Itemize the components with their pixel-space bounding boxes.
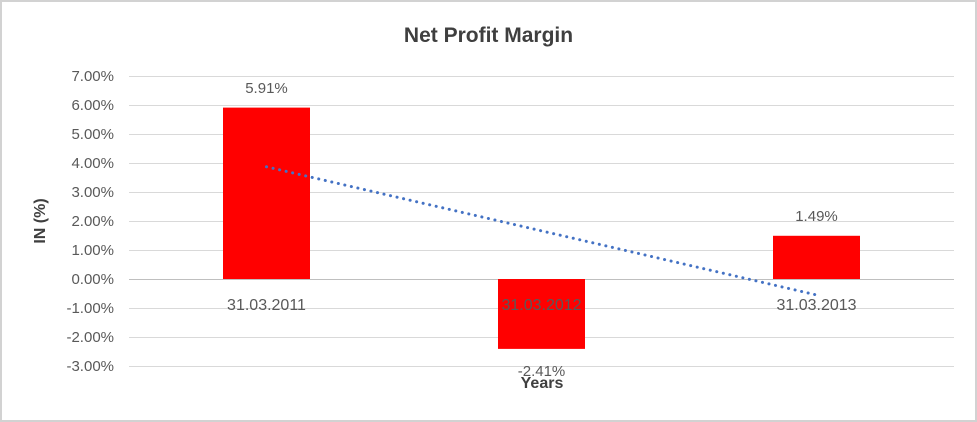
y-tick-label: 3.00% — [71, 184, 114, 201]
bar-series-point-2[interactable] — [498, 279, 585, 349]
category-label: 31.03.2012 — [501, 297, 582, 314]
bar-series-point-3[interactable] — [773, 235, 860, 279]
y-tick-label: 2.00% — [71, 213, 114, 230]
data-label: -2.41% — [517, 362, 566, 380]
y-tick-label: 7.00% — [71, 68, 114, 85]
y-tick-label: 0.00% — [71, 271, 114, 288]
category-label: 31.03.2011 — [227, 297, 306, 314]
y-tick-label: -1.00% — [66, 300, 114, 317]
y-tick-label: 1.00% — [71, 242, 114, 259]
category-label: 31.03.2013 — [776, 297, 857, 314]
data-label: 1.49% — [795, 207, 838, 225]
x-axis-title: Years — [520, 375, 564, 392]
bar-series-point-1[interactable] — [223, 107, 310, 279]
y-tick-label: 6.00% — [71, 97, 114, 114]
chart-title: Net Profit Margin — [403, 24, 574, 47]
y-tick-label: 4.00% — [71, 155, 114, 172]
data-label: 5.91% — [245, 79, 288, 97]
y-tick-label: 5.00% — [71, 126, 114, 143]
y-tick-label: -2.00% — [66, 329, 114, 346]
y-tick-label: -3.00% — [66, 358, 114, 375]
linear-trendline[interactable] — [265, 165, 818, 297]
